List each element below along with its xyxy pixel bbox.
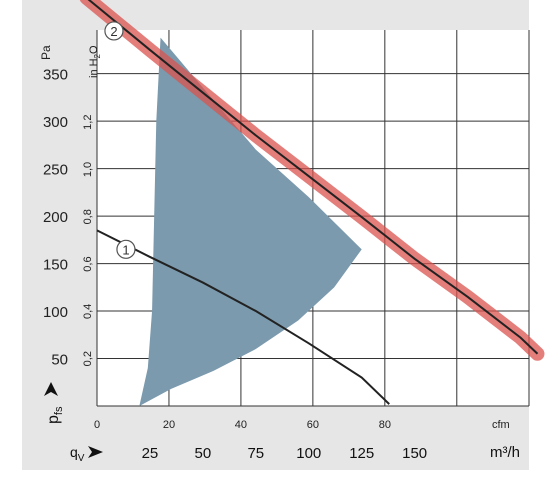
series-1-line xyxy=(96,229,390,405)
svg-text:pfs: pfs xyxy=(45,406,65,424)
in-tick-label: 0,4 xyxy=(82,304,94,319)
pa-tick-label: 100 xyxy=(43,304,68,321)
cfm-tick-label: 60 xyxy=(307,419,319,431)
operating-range-area xyxy=(139,37,362,407)
unit-pa-label: Pa xyxy=(39,45,53,60)
m3h-tick-label: 50 xyxy=(195,445,212,462)
in-tick-label: 1,0 xyxy=(82,162,94,177)
in-tick-labels: 0,2 0,4 0,6 0,8 1,0 1,2 xyxy=(82,115,94,367)
in-tick-label: 0,2 xyxy=(82,351,94,366)
m3h-tick-label: 75 xyxy=(247,445,264,462)
series-label-text: 1 xyxy=(122,242,129,257)
pa-tick-label: 350 xyxy=(43,67,68,84)
cfm-tick-label: 80 xyxy=(379,419,391,431)
unit-cfm-label: cfm xyxy=(492,419,510,431)
series-2-line xyxy=(87,0,539,355)
m3h-tick-label: 150 xyxy=(402,445,427,462)
curves: 12 xyxy=(79,0,545,405)
series-label-text: 2 xyxy=(110,24,117,39)
y-axis-arrow-icon xyxy=(44,382,58,396)
x-axis-arrow-icon xyxy=(88,446,103,458)
in-tick-label: 0,6 xyxy=(82,256,94,271)
cfm-tick-label: 20 xyxy=(163,419,175,431)
series-1-label: 1 xyxy=(116,239,136,259)
cfm-tick-labels: 0 20 40 60 80 xyxy=(94,419,391,431)
m3h-tick-labels: 25 50 75 100 125 150 xyxy=(142,445,428,462)
pa-tick-label: 150 xyxy=(43,257,68,274)
pa-tick-label: 50 xyxy=(51,352,68,369)
x-axis-title: qV xyxy=(70,444,85,464)
in-tick-label: 1,2 xyxy=(82,115,94,130)
pa-tick-label: 300 xyxy=(43,114,68,131)
in-tick-label: 0,8 xyxy=(82,209,94,224)
y-axis-title: pfs xyxy=(45,406,65,424)
series-label-circle xyxy=(104,21,124,41)
series-2-label: 2 xyxy=(104,21,124,41)
pa-tick-label: 250 xyxy=(43,162,68,179)
cfm-tick-label: 40 xyxy=(235,419,247,431)
series-label-circle xyxy=(116,239,136,259)
unit-m3h-label: m³/h xyxy=(490,444,520,461)
cfm-tick-label: 0 xyxy=(94,419,100,431)
pa-tick-labels: 50 100 150 200 250 300 350 xyxy=(43,67,68,369)
m3h-tick-label: 125 xyxy=(349,445,374,462)
m3h-axis-band xyxy=(22,430,529,470)
pa-tick-label: 200 xyxy=(43,209,68,226)
unit-in-h2o-label: in H2O xyxy=(88,45,102,78)
m3h-tick-label: 25 xyxy=(142,445,159,462)
m3h-tick-label: 100 xyxy=(296,445,321,462)
